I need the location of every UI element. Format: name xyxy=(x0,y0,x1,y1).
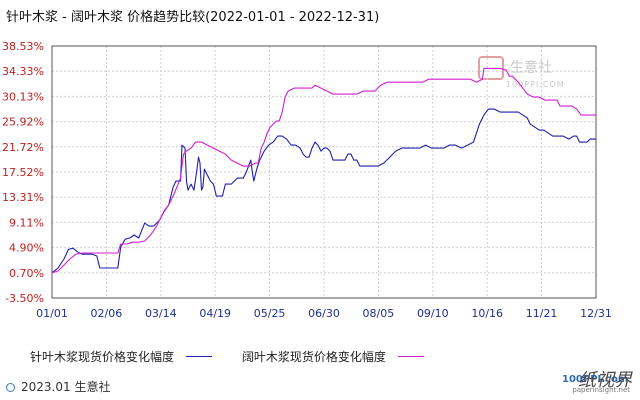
y-tick-label: 17.52% xyxy=(2,166,44,179)
y-tick-label: 34.33% xyxy=(2,65,44,78)
x-tick-label: 04/19 xyxy=(199,307,231,320)
brand-site: 100PPI.com xyxy=(562,374,629,385)
legend-item-series1: 针叶木浆现货价格变化幅度 xyxy=(30,348,213,365)
price-trend-chart: 38.53% 34.33% 30.13% 25.92% 21.72% 17.52% 13.3… xyxy=(2,40,612,320)
y-tick-label: -3.50% xyxy=(5,292,44,305)
legend-label-series1: 针叶木浆现货价格变化幅度 xyxy=(30,350,175,364)
legend-swatch-series2 xyxy=(397,356,424,357)
y-tick-label: 21.72% xyxy=(2,141,44,154)
y-tick-label: 4.90% xyxy=(9,242,44,255)
x-tick-label: 09/10 xyxy=(417,307,449,320)
legend-label-series2: 阔叶木浆现货价格变化幅度 xyxy=(241,350,386,364)
y-tick-label: 25.92% xyxy=(2,116,44,129)
x-tick-label: 03/14 xyxy=(145,307,177,320)
y-tick-label: 38.53% xyxy=(2,40,44,53)
x-tick-label: 08/05 xyxy=(363,307,395,320)
legend-swatch-series1 xyxy=(186,356,213,357)
x-tick-label: 05/25 xyxy=(254,307,286,320)
brand-name: 纸视界 xyxy=(578,370,632,391)
footer: 2023.01 生意社 xyxy=(6,378,110,395)
brand-url: paperinsight.net xyxy=(572,386,630,394)
copyright-icon xyxy=(6,383,15,392)
x-tick-label: 10/16 xyxy=(471,307,503,320)
watermark-url: 100PPI.COM xyxy=(506,80,565,89)
chart-legend: 针叶木浆现货价格变化幅度 阔叶木浆现货价格变化幅度 xyxy=(30,348,450,365)
y-tick-label: 13.31% xyxy=(2,191,44,204)
footer-text: 2023.01 生意社 xyxy=(21,380,111,394)
x-tick-label: 02/06 xyxy=(91,307,123,320)
x-tick-label: 11/21 xyxy=(526,307,558,320)
y-tick-label: 0.70% xyxy=(9,267,44,280)
watermark-logo-icon xyxy=(478,56,504,80)
x-tick-label: 12/31 xyxy=(580,307,612,320)
plot-area-border xyxy=(51,45,597,299)
series-line-1 xyxy=(51,108,596,274)
chart-title: 针叶木浆 - 阔叶木浆 价格趋势比较(2022-01-01 - 2022-12-… xyxy=(6,10,380,25)
y-tick-label: 9.11% xyxy=(9,216,44,229)
x-tick-label: 06/30 xyxy=(308,307,340,320)
legend-item-series2: 阔叶木浆现货价格变化幅度 xyxy=(242,348,424,365)
brand-logo[interactable]: 100PPI.com 纸视界 paperinsight.net xyxy=(540,364,636,396)
x-tick-label: 01/01 xyxy=(36,307,68,320)
series-line-2 xyxy=(51,67,596,274)
y-tick-label: 30.13% xyxy=(2,90,44,103)
